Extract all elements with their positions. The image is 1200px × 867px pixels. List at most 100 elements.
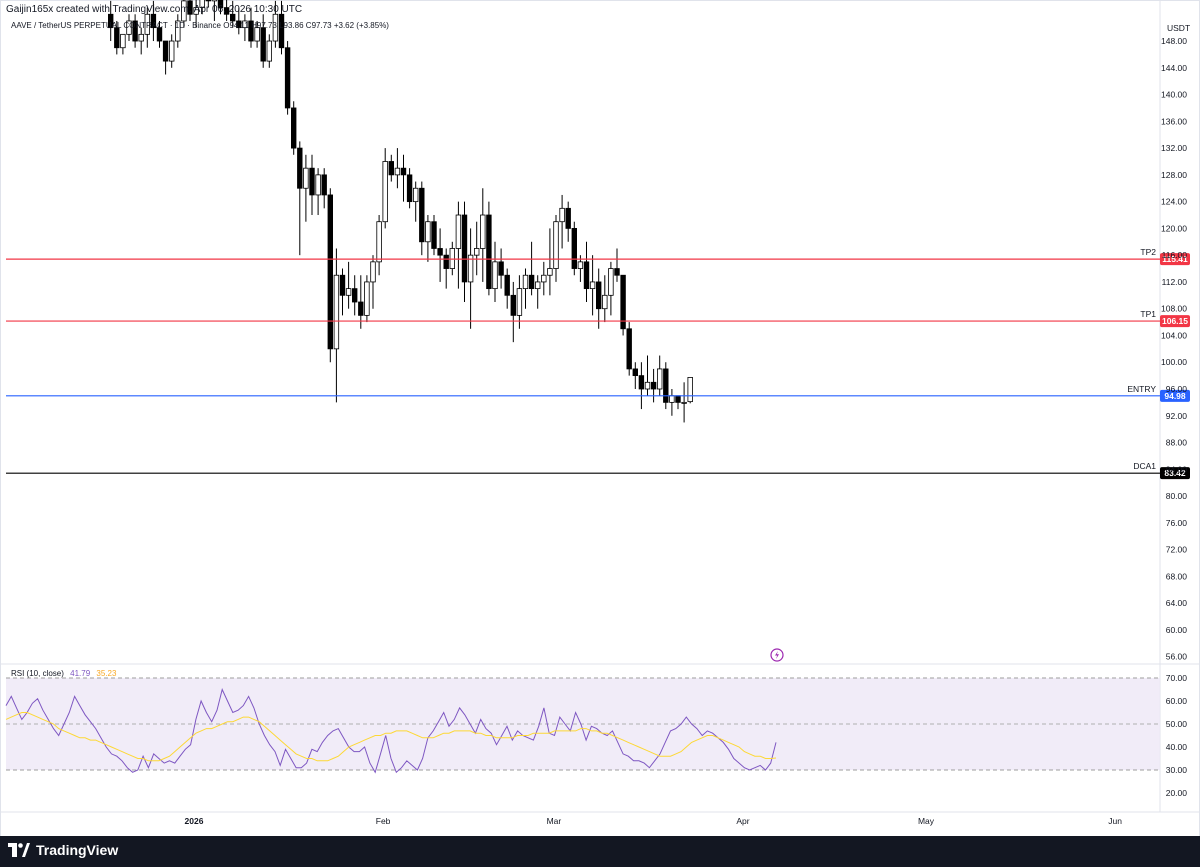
candle: [565, 201, 571, 242]
candle: [522, 268, 529, 309]
price-tick-label: 56.00: [1166, 652, 1188, 662]
candle: [473, 221, 480, 276]
candle: [248, 7, 254, 48]
candle: [315, 168, 321, 216]
level-price-value: 106.15: [1162, 316, 1188, 326]
candle: [187, 0, 193, 21]
level-tp2[interactable]: TP2 115.41: [6, 247, 1190, 266]
candle: [260, 14, 266, 68]
rsi-tick-label: 20.00: [1166, 788, 1188, 798]
candle: [431, 215, 437, 256]
candle: [492, 241, 498, 303]
candle: [419, 181, 425, 256]
candle: [345, 261, 352, 309]
rsi-tick-label: 70.00: [1166, 673, 1188, 683]
level-tp1[interactable]: TP1 106.15: [6, 309, 1190, 328]
rsi-series: [5, 688, 777, 774]
candle: [297, 141, 303, 256]
tradingview-logo[interactable]: TradingView: [8, 842, 118, 858]
price-tick-label: 112.00: [1162, 277, 1188, 287]
candle: [333, 248, 340, 403]
level-price-value: 94.98: [1164, 391, 1186, 401]
candle: [156, 20, 163, 48]
candle: [571, 221, 577, 276]
price-tick-label: 144.00: [1161, 63, 1187, 73]
time-axis-label: Jun: [1108, 816, 1122, 826]
level-price-value: 115.41: [1162, 254, 1188, 264]
candle: [406, 168, 413, 209]
candle: [309, 154, 315, 216]
price-tick-label: 136.00: [1161, 116, 1187, 126]
candlestick-series: [108, 0, 693, 423]
symbol-legend[interactable]: AAVE / TetherUS PERPETUAL CONTRACT · 1D …: [11, 21, 389, 30]
level-name: TP1: [1140, 309, 1156, 319]
candle: [480, 188, 486, 282]
candle: [687, 377, 693, 404]
candle: [211, 0, 218, 21]
rsi-legend-value: 41.79: [70, 669, 91, 678]
level-entry[interactable]: ENTRY 94.98: [6, 384, 1190, 402]
candle: [650, 368, 657, 403]
candle: [321, 168, 327, 209]
candle: [278, 0, 285, 55]
rsi-legend[interactable]: RSI (10, close) 41.79 35.23: [11, 669, 116, 678]
level-name: DCA1: [1133, 461, 1156, 471]
candle: [547, 228, 553, 296]
price-axis: 148.00 144.00 140.00 136.00 132.00 128.00 124.…: [1161, 36, 1187, 662]
candle: [663, 362, 669, 410]
candle: [602, 275, 608, 323]
level-price-tag: [1160, 389, 1190, 402]
price-tick-label: 60.00: [1166, 625, 1188, 635]
level-name: TP2: [1140, 247, 1156, 257]
level-price-value: 83.42: [1164, 468, 1186, 478]
rsi-line: [5, 688, 777, 774]
candle: [242, 14, 248, 42]
tradingview-icon: [8, 843, 30, 857]
candle: [504, 268, 510, 309]
price-levels: TP2 115.41 TP1 106.15 ENTRY 94.98 DCA1 83.42: [6, 247, 1190, 480]
candle: [199, 0, 205, 15]
candle: [528, 241, 535, 296]
price-tick-label: 68.00: [1166, 571, 1188, 581]
time-axis-label: Apr: [736, 816, 749, 826]
price-tick-label: 108.00: [1161, 304, 1187, 314]
candle: [126, 14, 132, 42]
candle: [388, 154, 394, 182]
currency-label: USDT: [1167, 23, 1190, 33]
footer-bar: TradingView: [0, 836, 1200, 867]
rsi-tick-label: 50.00: [1166, 719, 1188, 729]
candle: [498, 248, 504, 289]
candle: [120, 33, 126, 55]
candle: [596, 268, 602, 329]
candle: [425, 215, 431, 262]
candle: [284, 41, 291, 115]
rsi-tick-label: 30.00: [1166, 765, 1188, 775]
candle: [181, 0, 187, 28]
candle: [132, 14, 138, 48]
candle: [400, 154, 407, 202]
candle: [303, 154, 309, 222]
candle: [175, 14, 181, 48]
price-tick-label: 76.00: [1166, 518, 1188, 528]
price-tick-label: 100.00: [1161, 357, 1187, 367]
candle: [486, 201, 492, 296]
candle: [229, 0, 236, 28]
price-tick-label: 128.00: [1161, 170, 1187, 180]
candle: [553, 215, 559, 282]
candle: [669, 388, 675, 416]
candle: [644, 355, 651, 396]
candle: [657, 355, 663, 396]
rsi-tick-label: 40.00: [1166, 742, 1188, 752]
candle: [559, 194, 565, 249]
time-axis: 2026 Feb Mar Apr May Jun: [185, 816, 1123, 826]
candle: [254, 20, 260, 48]
price-tick-label: 104.00: [1161, 330, 1187, 340]
level-dca1[interactable]: DCA1 83.42: [6, 461, 1190, 480]
price-tick-label: 88.00: [1166, 438, 1188, 448]
chart-canvas[interactable]: TP2 115.41 TP1 106.15 ENTRY 94.98 DCA1 83.42 14…: [0, 0, 1200, 836]
candle: [144, 7, 150, 48]
candle: [266, 34, 272, 68]
candle: [138, 27, 144, 55]
lightning-icon[interactable]: [770, 648, 784, 662]
price-tick-label: 140.00: [1161, 90, 1187, 100]
